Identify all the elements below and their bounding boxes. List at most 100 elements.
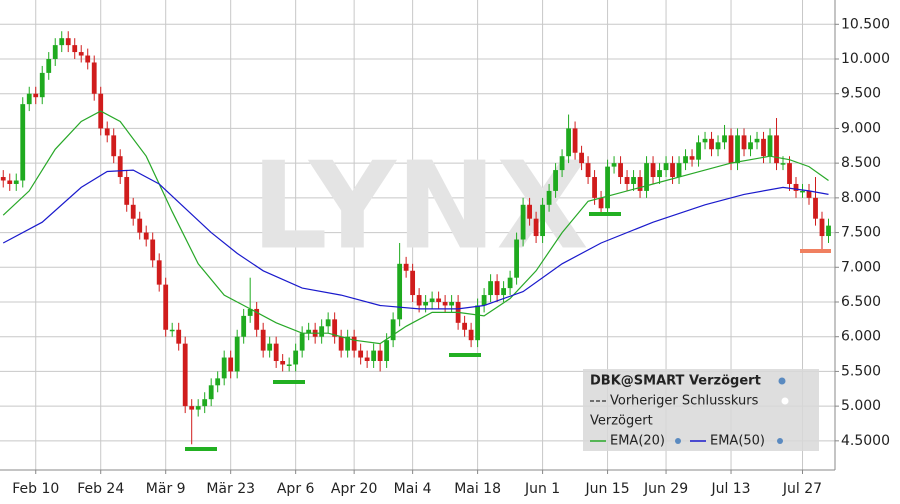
candle-body (351, 336, 357, 351)
candle-body (254, 308, 260, 330)
candle-body (156, 260, 162, 285)
watermark: LYNX (251, 138, 589, 277)
axes: 10.500 10.000 9.500 9.000 8.500 8.000 7.500 7.0… (12, 16, 890, 497)
y-tick-label: 8.500 (841, 155, 881, 171)
candle-body (273, 343, 279, 362)
candle-body (332, 319, 338, 337)
x-tick-label: Feb 10 (12, 481, 59, 497)
candle-body (384, 340, 390, 362)
candle-body (475, 305, 481, 341)
candle-body (189, 406, 195, 410)
candle-body (676, 163, 682, 178)
candle-body (598, 197, 604, 209)
candle-body (78, 52, 84, 56)
candle-body (130, 204, 136, 219)
x-tick-label: Mai 4 (394, 481, 432, 497)
legend-label: Vorheriger Schlusskurs (610, 394, 759, 409)
candle-body (572, 128, 578, 153)
candle-body (371, 350, 377, 362)
x-tick-label: Jun 15 (584, 481, 629, 497)
y-tick-label: 4.5000 (841, 433, 890, 449)
candle-body (663, 163, 669, 171)
y-tick-label: 5.500 (841, 363, 881, 379)
candle-body (39, 72, 45, 98)
x-tick-label: Mär 23 (206, 481, 255, 497)
candle-body (338, 336, 344, 351)
x-tick-label: Mai 18 (454, 481, 501, 497)
candle-body (117, 156, 123, 178)
candle-body (553, 170, 558, 191)
candle-body (689, 156, 695, 160)
candle-body (728, 135, 734, 164)
candle-body (65, 38, 71, 46)
y-tick-label: 6.500 (841, 294, 881, 310)
candle-body (559, 156, 565, 171)
candle-body (319, 326, 325, 337)
candle-body (364, 357, 370, 362)
candle-body (416, 295, 422, 306)
candle-body (124, 177, 130, 205)
y-tick-label: 7.000 (841, 259, 881, 275)
signal-markers (185, 212, 831, 451)
y-tick-label: 9.000 (841, 120, 881, 136)
candle-body (592, 177, 597, 198)
legend-icon (675, 438, 681, 444)
candle-body (566, 128, 571, 157)
candle-body (462, 322, 468, 330)
candle-body (631, 177, 636, 184)
x-tick-label: Jun 29 (643, 481, 688, 497)
candle-body (748, 142, 753, 150)
candle-body (293, 350, 299, 365)
candle-body (325, 319, 331, 327)
candle-body (46, 59, 52, 73)
legend: DBK@SMART Verzögert Vorheriger Schlussku… (583, 369, 819, 451)
y-tick-label: 6.000 (841, 329, 881, 345)
candle-body (533, 218, 539, 237)
candle-body (241, 315, 247, 337)
candle-body (780, 163, 786, 165)
candle-body (410, 270, 416, 296)
legend-icon (777, 438, 783, 444)
candle-body (215, 378, 221, 386)
x-tick-label: Apr 20 (331, 481, 377, 497)
y-tick-label: 10.500 (841, 16, 890, 32)
candle-body (202, 399, 208, 407)
legend-subtitle: Verzögert (590, 414, 653, 429)
candle-body (793, 183, 799, 191)
candle-body (585, 163, 591, 178)
candle-body (221, 357, 227, 379)
candle-body (722, 135, 727, 143)
candle-body (481, 295, 487, 306)
candle-body (650, 163, 656, 178)
legend-series: EMA(20) EMA(50) (590, 434, 783, 449)
y-tick-label: 8.000 (841, 190, 881, 206)
candle-body (813, 197, 818, 219)
y-tick-label: 7.500 (841, 225, 881, 241)
candle-body (20, 104, 26, 181)
candle-body (468, 329, 474, 341)
candle-body (624, 177, 630, 184)
candle-body (377, 350, 383, 362)
candle-body (637, 177, 643, 191)
candle-body (234, 336, 240, 372)
x-tick-label: Jun 1 (524, 481, 560, 497)
candle-body (72, 45, 78, 53)
candle-body (514, 239, 519, 278)
candle-body (195, 406, 201, 410)
candle-body (644, 163, 649, 191)
candle-body (611, 163, 617, 167)
x-tick-label: Apr 6 (277, 481, 315, 497)
candle-body (579, 152, 584, 164)
candle-body (709, 138, 714, 150)
candle-body (767, 135, 773, 157)
candle-body (423, 301, 429, 306)
candle-body (150, 239, 156, 261)
candle-body (390, 319, 396, 341)
candle-body (826, 225, 831, 237)
candle-body (494, 281, 500, 296)
candle-body (683, 156, 688, 164)
candle-body (176, 329, 182, 344)
candle-body (715, 142, 721, 150)
legend-icon (778, 377, 786, 385)
